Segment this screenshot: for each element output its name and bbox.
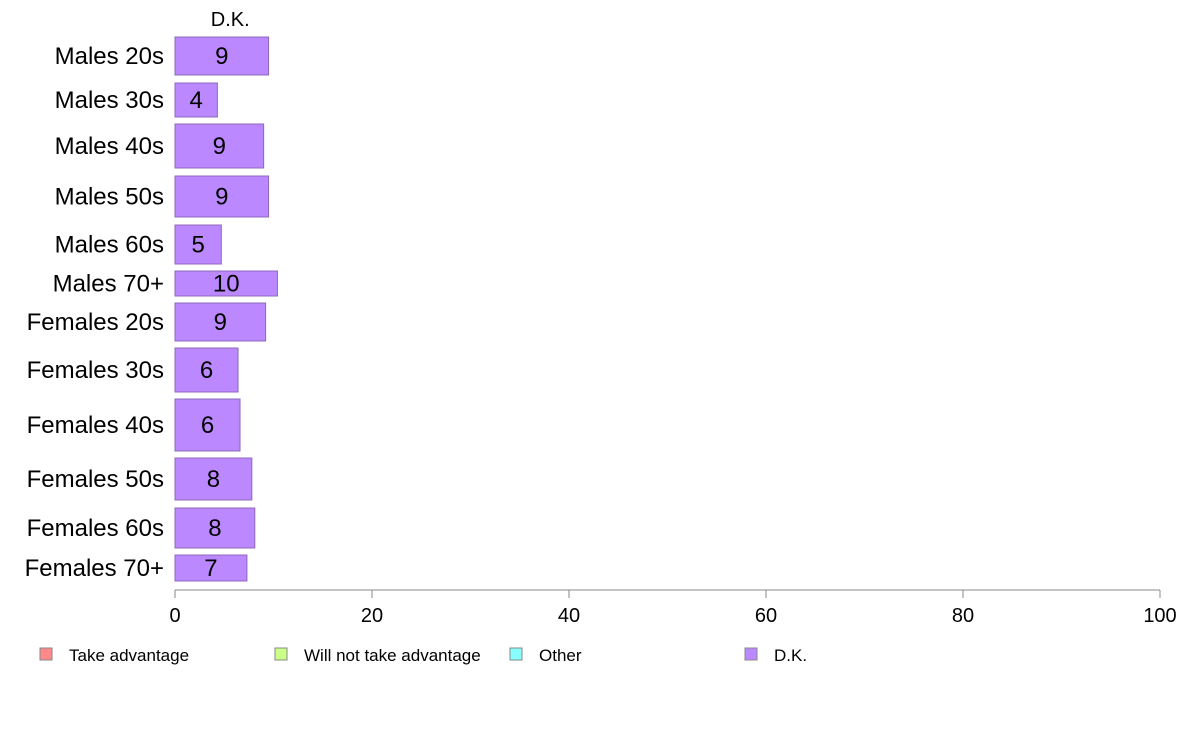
category-label: Males 70+ (53, 271, 164, 298)
bar (174, 175, 270, 218)
category-label: Females 40s (27, 412, 164, 439)
bar (174, 224, 222, 265)
category-label: Females 70+ (25, 555, 164, 582)
category-label: Males 60s (55, 232, 164, 259)
bar-value-label: 9 (214, 309, 227, 336)
x-tick-label: 40 (558, 605, 580, 627)
legend-label: Take advantage (69, 646, 189, 665)
bar (174, 554, 248, 582)
bar (174, 123, 265, 169)
legend-label: Other (539, 646, 582, 665)
bar-value-label: 6 (200, 357, 213, 384)
legend-swatch (509, 647, 523, 661)
bar-value-label: 4 (189, 87, 202, 114)
category-label: Males 50s (55, 184, 164, 211)
category-label: Females 30s (27, 357, 164, 384)
bar-value-label: 10 (213, 271, 240, 298)
legend-swatch (744, 647, 758, 661)
bar (174, 36, 270, 76)
category-label: Males 30s (55, 87, 164, 114)
legend-label: D.K. (774, 646, 807, 665)
column-title: D.K. (211, 9, 250, 31)
bar (174, 398, 241, 452)
bar (174, 507, 256, 549)
legend-swatch (274, 647, 288, 661)
category-label: Males 40s (55, 133, 164, 160)
bar-value-label: 9 (215, 184, 228, 211)
bar-value-label: 8 (207, 466, 220, 493)
bar (174, 457, 253, 501)
category-label: Males 20s (55, 43, 164, 70)
bar (174, 302, 267, 342)
bar-value-label: 5 (191, 232, 204, 259)
bar-value-label: 9 (215, 43, 228, 70)
x-tick-label: 100 (1143, 605, 1176, 627)
bar-value-label: 7 (204, 555, 217, 582)
x-tick-label: 0 (169, 605, 180, 627)
bar (174, 347, 239, 393)
category-label: Females 50s (27, 466, 164, 493)
bar (174, 82, 218, 118)
legend-label: Will not take advantage (304, 646, 481, 665)
legend-swatch (39, 647, 53, 661)
bar (174, 270, 278, 297)
category-label: Females 20s (27, 309, 164, 336)
x-tick-label: 80 (952, 605, 974, 627)
x-tick-label: 20 (361, 605, 383, 627)
bar-value-label: 9 (213, 133, 226, 160)
x-tick-label: 60 (755, 605, 777, 627)
bar-value-label: 8 (208, 515, 221, 542)
category-label: Females 60s (27, 515, 164, 542)
bar-value-label: 6 (201, 412, 214, 439)
